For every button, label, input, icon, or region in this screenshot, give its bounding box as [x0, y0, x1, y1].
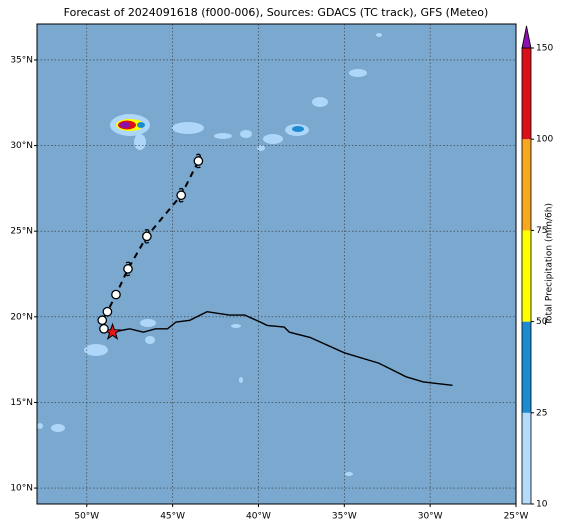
colorbar-segment: [522, 321, 531, 413]
x-tick-label: 35°W: [332, 512, 357, 522]
colorbar-segment: [522, 139, 531, 231]
x-tick-label: 50°W: [74, 512, 99, 522]
colorbar-label: Total Precipitation (mm/6h): [545, 203, 555, 326]
y-tick-label: 25°N: [10, 227, 33, 237]
y-tick-label: 30°N: [10, 141, 33, 151]
track-point: [176, 190, 187, 201]
precip-moderate: [292, 126, 304, 132]
y-tick-label: 35°N: [10, 55, 33, 65]
precip-moderate: [137, 122, 145, 128]
y-tick-label: 15°N: [10, 398, 33, 408]
track-point: [142, 231, 152, 242]
x-tick-label: 45°W: [160, 512, 185, 522]
colorbar-segment: [522, 412, 531, 504]
colorbar-tick-label: 50: [536, 317, 548, 327]
precip-extreme: [120, 122, 130, 128]
cyclone-symbol: [178, 187, 184, 203]
x-tick-label: 25°W: [504, 512, 529, 522]
y-tick-label: 10°N: [10, 484, 33, 494]
colorbar-tick-label: 75: [536, 226, 547, 236]
colorbar-segment: [522, 230, 531, 322]
colorbar-segment: [522, 48, 531, 140]
cyclone-symbol: [195, 153, 202, 169]
ocean: [37, 24, 516, 504]
colorbar-tick-label: 25: [536, 408, 547, 418]
x-tick-label: 40°W: [246, 512, 271, 522]
colorbar-frame: [521, 47, 532, 505]
track-point: [111, 289, 121, 300]
track-point: [97, 315, 108, 326]
colorbar-tick-label: 100: [536, 135, 553, 145]
x-tick-label: 30°W: [418, 512, 443, 522]
track-point: [123, 264, 133, 274]
track-point: [99, 323, 109, 334]
cyclone-symbol: [144, 229, 150, 244]
colorbar-tick-label: 10: [536, 500, 548, 510]
colorbar-extension: [521, 25, 532, 49]
track-point: [193, 156, 204, 166]
chart-title: Forecast of 2024091618 (f000-006), Sourc…: [64, 6, 489, 19]
map-frame: [36, 23, 517, 505]
colorbar-tick-label: 150: [536, 44, 553, 54]
past-track: [112, 310, 453, 386]
y-tick-label: 20°N: [10, 312, 33, 322]
track-point: [102, 306, 113, 317]
cyclone-symbol: [125, 261, 131, 277]
